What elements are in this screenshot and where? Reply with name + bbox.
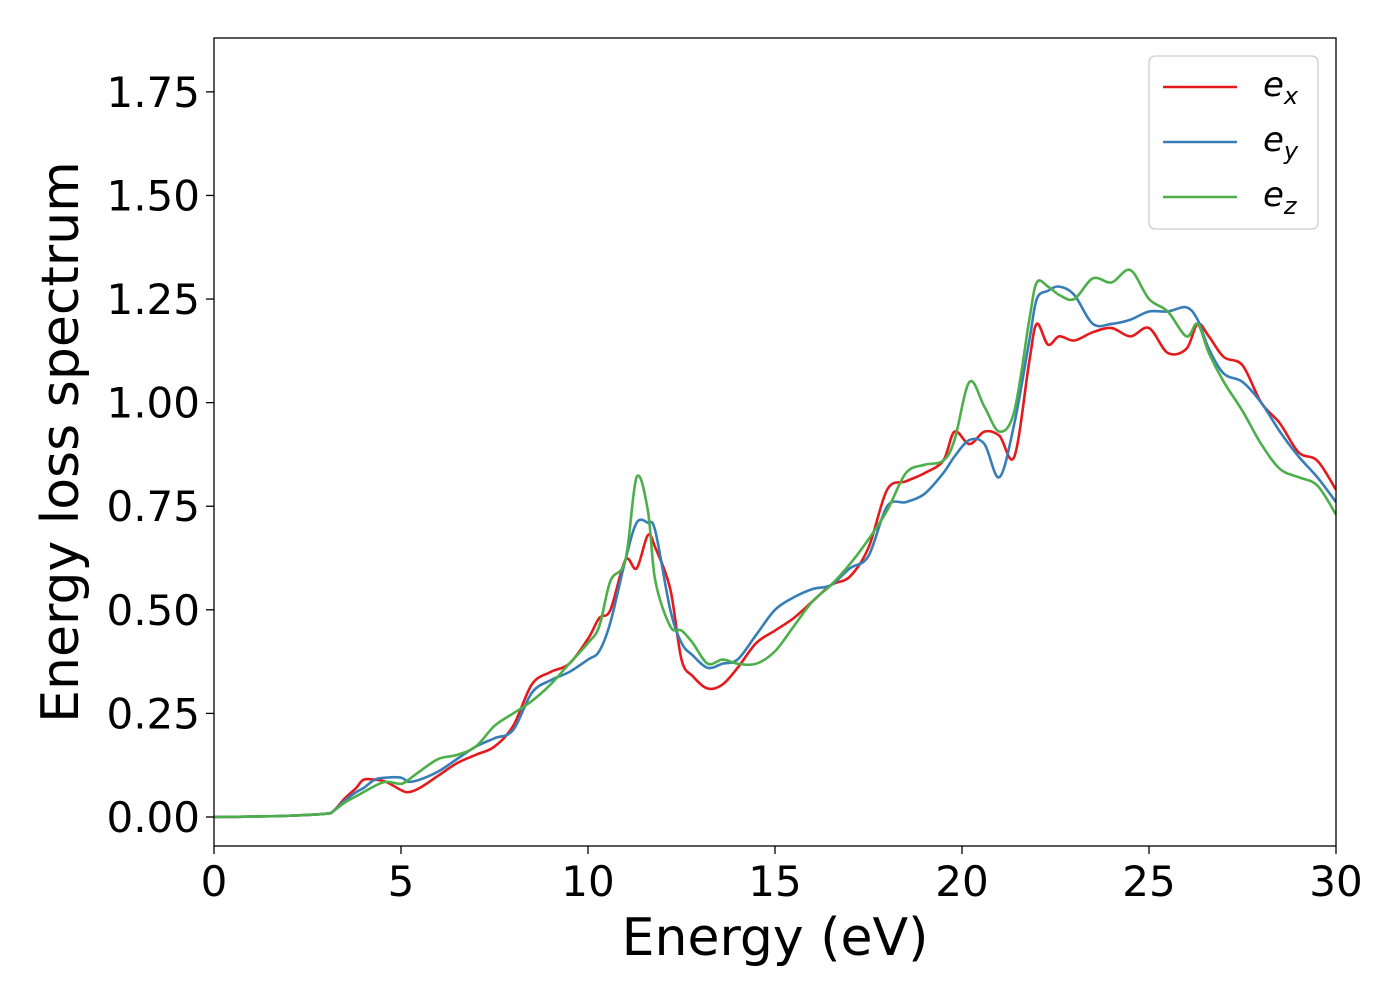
y-tick-label: 0.75 bbox=[106, 482, 200, 531]
y-tick-label: 0.50 bbox=[106, 586, 200, 635]
x-tick-label: 15 bbox=[748, 857, 801, 906]
legend: ex ey ez bbox=[1148, 55, 1319, 230]
series-line-y bbox=[214, 285, 1336, 819]
x-tick-label: 0 bbox=[201, 857, 228, 906]
x-tick-label: 5 bbox=[388, 857, 415, 906]
y-tick-label: 1.50 bbox=[106, 171, 200, 220]
x-tick-label: 25 bbox=[1122, 857, 1175, 906]
y-tick-label: 1.00 bbox=[106, 379, 200, 428]
x-tick-label: 10 bbox=[561, 857, 614, 906]
legend-entry-y: ey bbox=[1263, 120, 1299, 165]
x-axis-label: Energy (eV) bbox=[622, 908, 929, 968]
y-axis-label: Energy loss spectrum bbox=[31, 161, 91, 723]
series-layer bbox=[214, 268, 1336, 819]
x-tick-label: 20 bbox=[935, 857, 988, 906]
series-line-z bbox=[214, 268, 1336, 819]
series-line-x bbox=[214, 322, 1336, 819]
legend-entry-z: ez bbox=[1263, 175, 1298, 220]
y-axis: 0.00 0.25 0.50 0.75 1.00 1.25 1.50 1.75 bbox=[106, 68, 214, 842]
y-tick-label: 0.00 bbox=[106, 793, 200, 842]
y-tick-label: 1.25 bbox=[106, 275, 200, 324]
y-tick-label: 1.75 bbox=[106, 68, 200, 117]
x-axis: 0 5 10 15 20 25 30 bbox=[201, 846, 1363, 906]
legend-entry-x: ex bbox=[1263, 65, 1299, 110]
y-tick-label: 0.25 bbox=[106, 689, 200, 738]
x-tick-label: 30 bbox=[1309, 857, 1362, 906]
